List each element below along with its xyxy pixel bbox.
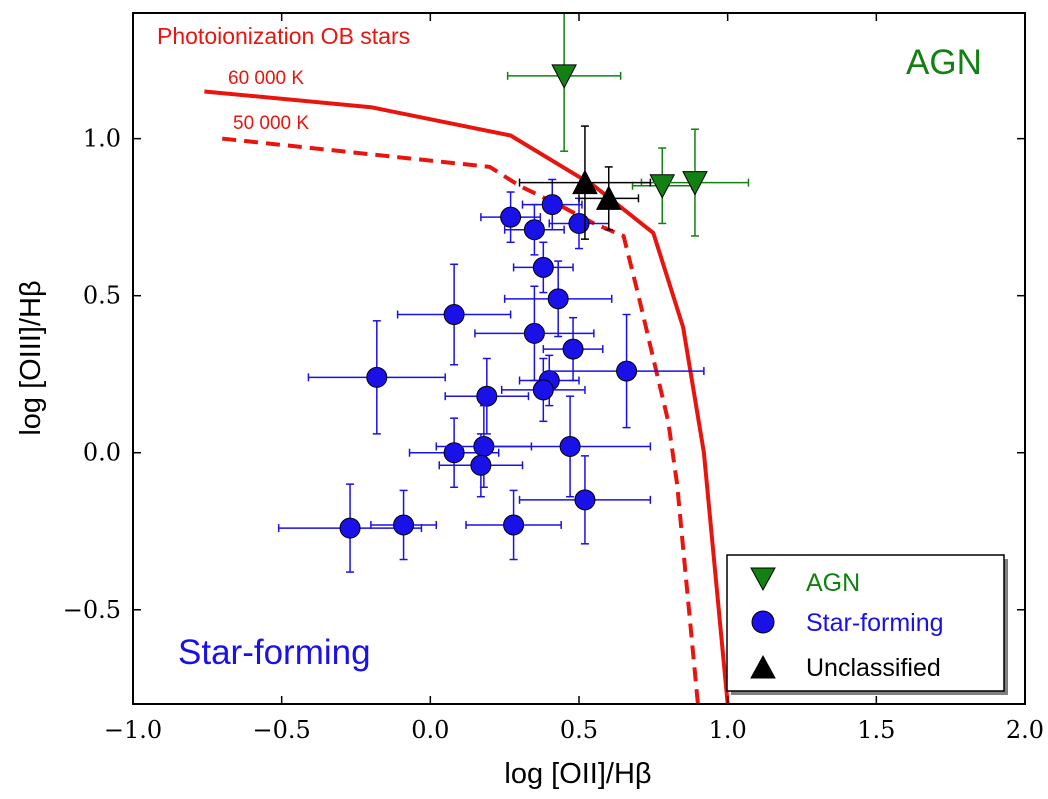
circle-marker xyxy=(547,288,569,310)
circle-marker xyxy=(616,360,638,382)
axis-ticks: −1.0 −0.5 0.0 0.5 1.0 1.5 2.0 −0.5 0.0 0.5 1.0 xyxy=(63,13,1044,744)
unclassified-point xyxy=(578,166,640,231)
legend-unclassified-label: Unclassified xyxy=(806,654,941,682)
y-tick-label: 0.5 xyxy=(83,282,121,310)
star-forming-point xyxy=(474,285,595,382)
star-forming-point xyxy=(370,489,438,561)
circle-marker xyxy=(500,206,522,228)
star-forming-point xyxy=(503,260,613,338)
circle-marker xyxy=(503,514,525,536)
star-forming-point xyxy=(518,455,652,545)
plot-area xyxy=(204,13,750,704)
star-forming-point xyxy=(277,483,423,573)
legend-star-forming-marker xyxy=(751,610,775,634)
agn-point xyxy=(631,147,693,225)
model-curves xyxy=(204,89,730,704)
curve-60000-line xyxy=(204,89,730,704)
circle-marker xyxy=(559,435,581,457)
star-forming-point xyxy=(542,316,604,382)
x-tick-label: 1.5 xyxy=(857,716,895,744)
curve-50000-line xyxy=(221,136,700,704)
circle-marker xyxy=(393,514,415,536)
x-tick-label: 0.5 xyxy=(560,716,598,744)
circle-marker xyxy=(339,517,361,539)
star-forming-point xyxy=(307,320,446,435)
circle-marker xyxy=(574,489,596,511)
star-forming-point xyxy=(503,203,565,256)
circle-marker xyxy=(443,442,465,464)
circle-marker xyxy=(562,338,584,360)
circle-marker xyxy=(443,304,465,326)
star-forming-point xyxy=(548,313,705,429)
star-forming-region-label: Star-forming xyxy=(178,633,371,672)
agn-region-label: AGN xyxy=(906,43,982,82)
circle-marker xyxy=(532,256,554,278)
star-forming-point xyxy=(465,489,562,561)
star-forming-point xyxy=(521,178,583,231)
star-forming-point xyxy=(438,433,524,498)
legend-star-forming-label: Star-forming xyxy=(806,609,944,637)
triangle-down-marker xyxy=(682,171,708,196)
data-points xyxy=(277,13,750,573)
x-tick-label: −0.5 xyxy=(253,716,311,744)
triangle-up-marker xyxy=(572,169,598,195)
curve-60000-label: 60 000 K xyxy=(228,68,304,89)
star-forming-point xyxy=(500,357,586,423)
y-tick-label: 0.0 xyxy=(83,439,121,467)
triangle-up-marker xyxy=(595,185,622,210)
curve-50000-label: 50 000 K xyxy=(233,113,309,134)
x-tick-label: 1.0 xyxy=(709,716,747,744)
x-tick-label: −1.0 xyxy=(104,716,162,744)
star-forming-point xyxy=(512,241,574,294)
legend-unclassified-marker xyxy=(750,654,776,679)
circle-marker xyxy=(523,219,545,241)
y-axis-label: log [OIII]/Hβ xyxy=(15,280,47,435)
triangle-down-marker xyxy=(551,64,577,89)
unclassified-point xyxy=(518,125,652,240)
y-tick-label: 1.0 xyxy=(83,125,121,153)
legend-agn-label: AGN xyxy=(806,569,860,597)
legend: AGN Star-forming Unclassified xyxy=(726,554,1008,695)
star-forming-point xyxy=(444,357,530,435)
circle-marker xyxy=(568,212,590,234)
x-axis-label: log [OII]/Hβ xyxy=(504,758,651,790)
circle-marker xyxy=(541,194,563,216)
y-tick-label: −0.5 xyxy=(63,596,121,624)
circle-marker xyxy=(476,385,498,407)
x-tick-label: 0.0 xyxy=(411,716,449,744)
star-forming-point xyxy=(480,191,542,244)
circle-marker xyxy=(470,454,492,476)
agn-point xyxy=(640,128,750,237)
circle-marker xyxy=(366,366,388,388)
circle-marker xyxy=(523,322,545,344)
triangle-down-marker xyxy=(649,174,676,199)
curves-title-annotation: Photoionization OB stars xyxy=(157,23,410,49)
legend-agn-marker xyxy=(750,567,776,592)
x-tick-label: 2.0 xyxy=(1006,716,1044,744)
agn-point xyxy=(506,13,622,152)
star-forming-point xyxy=(489,395,652,498)
star-forming-point xyxy=(396,263,512,366)
circle-marker xyxy=(532,379,554,401)
